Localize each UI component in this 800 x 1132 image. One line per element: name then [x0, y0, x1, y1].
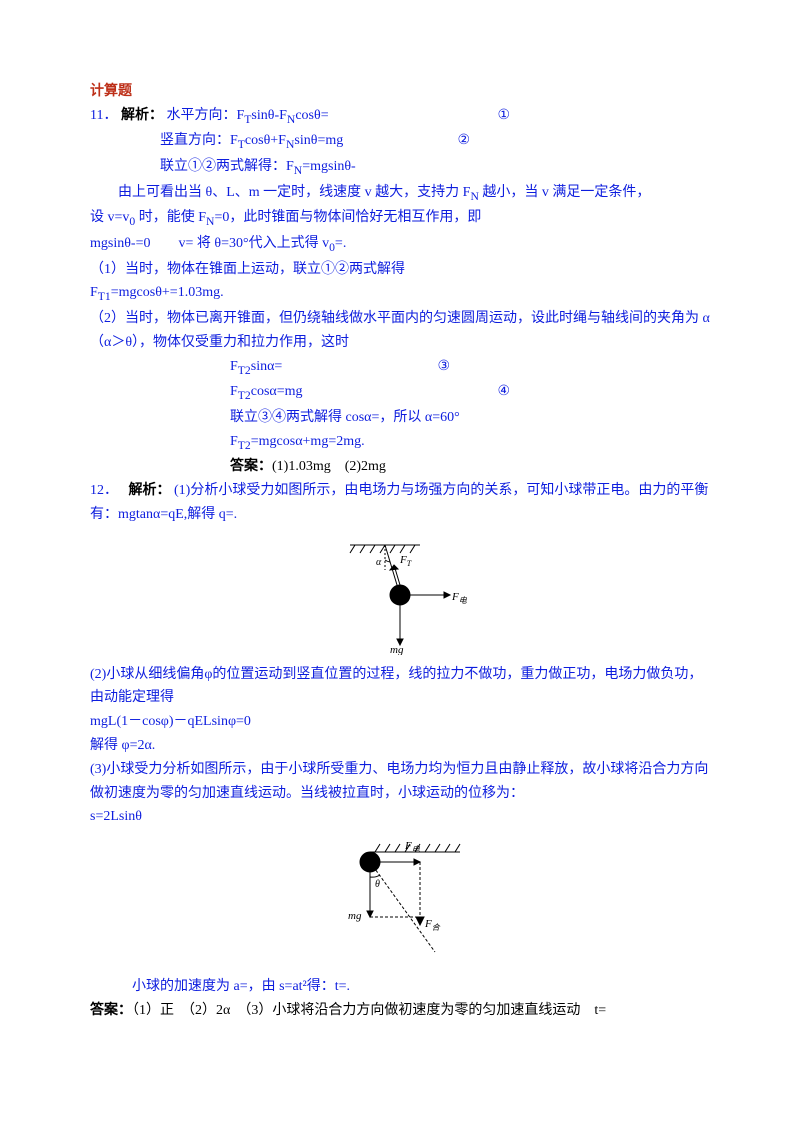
q11-line7: （1）当时，物体在锥面上运动，联立①②两式解得: [90, 258, 710, 282]
d1-mg: mg: [390, 644, 404, 655]
d2-fq-sub: 电: [412, 845, 421, 854]
svg-text:FT: FT: [399, 554, 412, 568]
svg-text:F电: F电: [404, 840, 421, 854]
q12-answer: （1）正 （2）2α （3）小球将沿合力方向做初速度为零的匀加速直线运动 t=: [132, 1003, 606, 1018]
q12-line3: mgL(1－cosφ)－qELsinφ=0: [90, 710, 710, 734]
q11-line1b: sinθ-F: [251, 108, 287, 123]
svg-text:F合: F合: [424, 918, 441, 932]
section-header: 计算题: [90, 80, 710, 104]
eq-num-2: ②: [457, 129, 710, 155]
diagram-2: θ F电 F合 mg: [320, 837, 480, 967]
svg-text:F电: F电: [451, 591, 468, 605]
q11-line13a: F: [230, 434, 238, 449]
q12-line4: 解得 φ=2α.: [90, 734, 710, 758]
q11-answer: (1)1.03mg (2)2mg: [272, 459, 386, 474]
q11-line4b: 越小，当 v 满足一定条件，: [479, 185, 651, 200]
q11-line3a: 联立①②两式解得：F: [160, 159, 294, 174]
q11-line3b: =mgsinθ-: [302, 159, 356, 174]
q11-analysis-label: 解析：: [121, 108, 163, 123]
q11-line10a: F: [230, 359, 238, 374]
q11-line5b: 时，能使 F: [135, 210, 206, 225]
q11-line8b: =mgcosθ+=1.03mg.: [111, 285, 224, 300]
q12-line7: 小球的加速度为 a=，由 s=at²得：t=.: [90, 975, 710, 999]
q11-block: 11． 解析： 水平方向：FTsinθ-FNcosθ= ① 竖直方向：FTcos…: [90, 104, 710, 479]
q11-line12: 联立③④两式解得 cosα=，所以 α=60°: [90, 406, 710, 430]
diagram-1: α FT F电 mg: [320, 535, 480, 655]
d2-mg: mg: [348, 910, 362, 922]
q11-line5a: 设 v=v: [90, 210, 129, 225]
d1-fq-sub: 电: [459, 596, 468, 605]
q11-number: 11．: [90, 108, 117, 123]
q11-line1a: 水平方向：F: [166, 108, 244, 123]
q11-line10b: sinα=: [251, 359, 283, 374]
q12-number: 12．: [90, 483, 111, 498]
q11-line4a: 由上可看出当 θ、L、m 一定时，线速度 v 越大，支持力 F: [118, 185, 470, 200]
eq-num-1: ①: [497, 104, 710, 130]
eq-num-3: ③: [437, 355, 710, 381]
d2-theta: θ: [375, 879, 380, 890]
q11-line13b: =mgcosα+mg=2mg.: [251, 434, 365, 449]
q12-answer-label: 答案：: [90, 1003, 132, 1018]
q11-line11b: cosα=mg: [251, 384, 303, 399]
q12-line5: (3)小球受力分析如图所示，由于小球所受重力、电场力均为恒力且由静止释放，故小球…: [90, 758, 710, 806]
q11-line6a: mgsinθ-=0 v= 将 θ=30°代入上式得 v: [90, 236, 329, 251]
q12-line1: (1)分析小球受力如图所示，由电场力与场强方向的关系，可知小球带正电。由力的平衡…: [90, 483, 708, 522]
q12-block: 12． 解析： (1)分析小球受力如图所示，由电场力与场强方向的关系，可知小球带…: [90, 479, 710, 1023]
q11-line2c: sinθ=mg: [294, 133, 343, 148]
q11-answer-label: 答案：: [230, 459, 272, 474]
q11-line2a: 竖直方向：F: [160, 133, 238, 148]
q12-line2: (2)小球从细线偏角φ的位置运动到竖直位置的过程，线的拉力不做功，重力做正功，电…: [90, 663, 710, 711]
q11-line8a: F: [90, 285, 98, 300]
q11-line1c: cosθ=: [295, 108, 328, 123]
eq-num-4: ④: [497, 380, 710, 406]
q11-line6b: =.: [335, 236, 346, 251]
d1-ft-sub: T: [407, 559, 412, 568]
d1-alpha: α: [376, 557, 382, 568]
q12-line6: s=2Lsinθ: [90, 805, 710, 829]
d2-fh-sub: 合: [432, 923, 441, 932]
q12-analysis-label: 解析：: [129, 483, 171, 498]
q11-line5c: =0，此时锥面与物体间恰好无相互作用，即: [214, 210, 481, 225]
q11-line9: （2）当时，物体已离开锥面，但仍绕轴线做水平面内的匀速圆周运动，设此时绳与轴线间…: [90, 307, 710, 355]
q11-line11a: F: [230, 384, 238, 399]
q11-line2b: cosθ+F: [245, 133, 286, 148]
